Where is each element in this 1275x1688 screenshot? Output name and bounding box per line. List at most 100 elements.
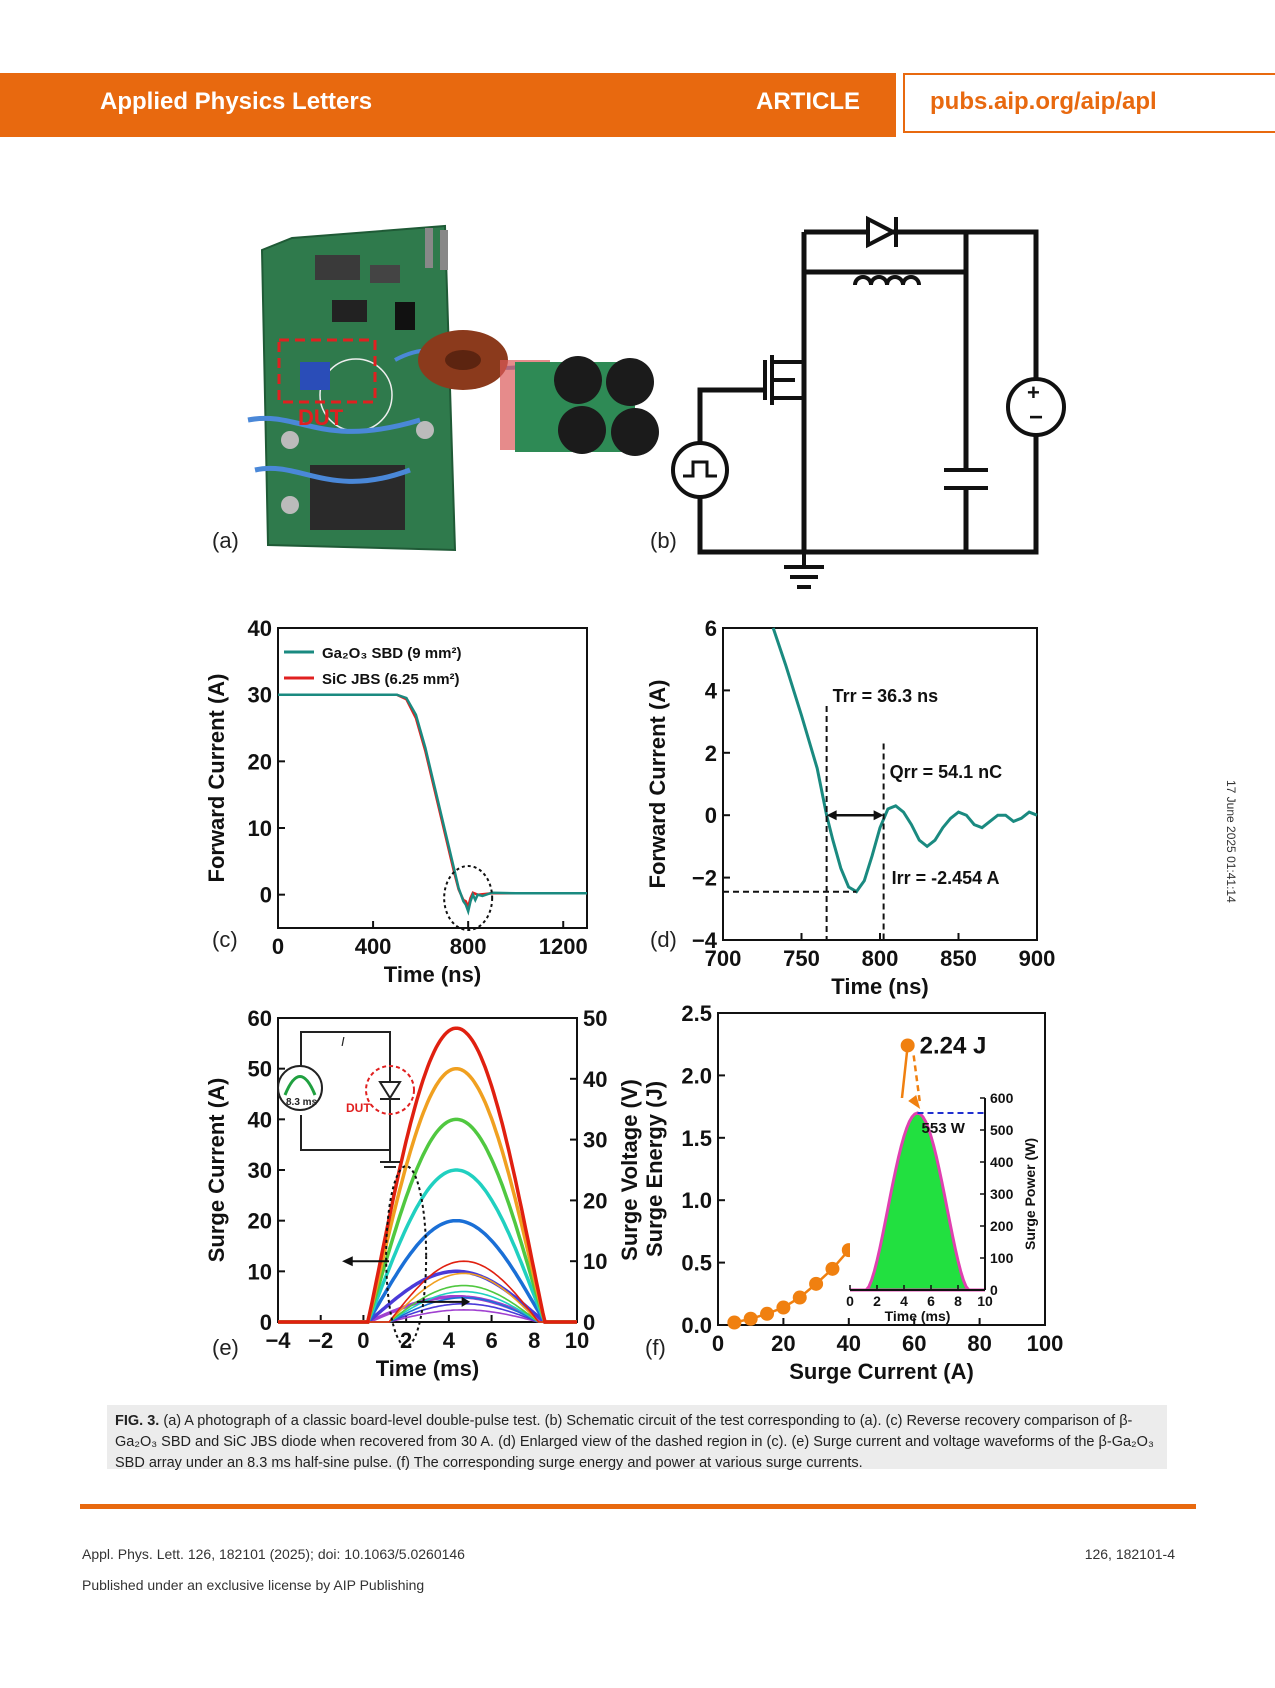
journal-link-box	[903, 73, 1275, 133]
inset-current-label: I	[341, 1034, 345, 1049]
y-axis-label: Surge Energy (J)	[642, 1081, 667, 1257]
panel-a-label: (a)	[212, 528, 239, 553]
energy-to-power-arrowhead	[908, 1095, 921, 1110]
series-line	[278, 693, 587, 916]
x-tick-label: 0	[712, 1331, 724, 1356]
x-tick-label: 800	[450, 934, 487, 959]
panel-d-label: (d)	[650, 927, 677, 952]
x-tick-label: 850	[940, 946, 977, 971]
footer-page: 126, 182101-4	[1084, 1546, 1175, 1562]
x-axis-label: Time (ms)	[376, 1356, 480, 1381]
panel-e-label: (e)	[212, 1335, 239, 1360]
inset-y-tick-label: 400	[990, 1154, 1014, 1170]
y-tick-label: 1.5	[681, 1126, 712, 1151]
x-tick-label: 60	[902, 1331, 926, 1356]
energy-annotation: 2.24 J	[920, 1032, 987, 1059]
gate-source-symbol	[671, 441, 729, 499]
current-group-marker	[385, 1165, 428, 1348]
inset-x-tick-label: 8	[954, 1293, 962, 1309]
x-axis-label: Time (ns)	[384, 962, 481, 987]
figure-3: DUT (a) + − (b)	[204, 215, 1066, 1384]
inset-x-tick-label: 6	[927, 1293, 935, 1309]
x-tick-label: −4	[265, 1328, 291, 1353]
y-right-tick-label: 0	[583, 1310, 595, 1335]
y-tick-label: 30	[248, 683, 272, 708]
inset-x-tick-label: 10	[977, 1293, 993, 1309]
y-tick-label: 20	[248, 1209, 272, 1234]
chart-d: 700 750 800 850 900 −4 −2 0 2 4 6 Time (ns) Forward …	[645, 616, 1055, 999]
energy-point	[809, 1276, 824, 1291]
plot-frame	[722, 627, 1038, 941]
y-axis-label: Forward Current (A)	[645, 680, 670, 889]
caption-text: (a) A photograph of a classic board-leve…	[115, 1413, 1154, 1471]
y-tick-label: 1.0	[681, 1188, 712, 1213]
x-tick-label: 700	[705, 946, 742, 971]
energy-point	[900, 1038, 915, 1053]
x-tick-label: 900	[1019, 946, 1056, 971]
energy-point	[743, 1311, 758, 1326]
article-type: ARTICLE	[756, 88, 860, 115]
plot-frame	[717, 1012, 1046, 1326]
x-tick-label: 0	[357, 1328, 369, 1353]
y-tick-label: 0	[705, 803, 717, 828]
footer-license: Published under an exclusive license by …	[82, 1577, 425, 1593]
x-tick-label: 100	[1027, 1331, 1064, 1356]
panel-b-label: (b)	[650, 528, 677, 553]
y-right-tick-label: 20	[583, 1188, 607, 1213]
ground-symbol	[784, 552, 824, 589]
y-tick-label: 0.5	[681, 1251, 712, 1276]
annotation-trr: Trr = 36.3 ns	[833, 686, 939, 706]
mosfet-symbol	[763, 355, 804, 405]
energy-point	[727, 1315, 742, 1330]
y-right-tick-label: 10	[583, 1249, 607, 1274]
y-tick-label: 60	[248, 1006, 272, 1031]
diode-symbol	[866, 215, 898, 249]
journal-title: Applied Physics Letters	[100, 88, 373, 115]
x-tick-label: 750	[783, 946, 820, 971]
series-line	[278, 693, 587, 911]
inset-x-tick-label: 4	[900, 1293, 908, 1309]
inset-y-tick-label: 500	[990, 1122, 1014, 1138]
right-arrowhead	[461, 1296, 471, 1307]
panel-c-label: (c)	[212, 927, 238, 952]
figure-caption: FIG. 3. (a) A photograph of a classic bo…	[107, 1405, 1167, 1471]
y-tick-label: 2.5	[681, 1001, 712, 1026]
inset-y-tick-label: 100	[990, 1250, 1014, 1266]
voltage-series-line	[278, 1260, 577, 1323]
inset-y-tick-label: 300	[990, 1186, 1014, 1202]
x-tick-label: −2	[308, 1328, 333, 1353]
x-tick-label: 2	[400, 1328, 412, 1353]
x-tick-label: 400	[355, 934, 392, 959]
energy-point	[825, 1261, 840, 1276]
x-tick-label: 10	[565, 1328, 589, 1353]
y-tick-label: 2	[705, 741, 717, 766]
inductor-symbol	[853, 275, 921, 286]
y-tick-label: −4	[692, 928, 718, 953]
board-photo: DUT	[247, 224, 659, 552]
inset-y-tick-label: 0	[990, 1282, 998, 1298]
plot-frame	[277, 627, 588, 929]
inset-x-tick-label: 2	[873, 1293, 881, 1309]
y-right-tick-label: 50	[583, 1006, 607, 1031]
y-right-tick-label: 30	[583, 1128, 607, 1153]
journal-link[interactable]: pubs.aip.org/aip/apl	[930, 88, 1157, 115]
svg-text:+: +	[1027, 380, 1040, 405]
journal-banner	[0, 73, 896, 137]
y-tick-label: −2	[692, 866, 717, 891]
inset-pulse-label: 8.3 ms	[286, 1097, 318, 1108]
dut-label: DUT	[298, 405, 344, 430]
energy-point	[760, 1306, 775, 1321]
capacitor-symbol	[944, 468, 988, 490]
svg-text:−: −	[1029, 404, 1043, 431]
x-tick-label: 40	[837, 1331, 861, 1356]
inset-y-tick-label: 200	[990, 1218, 1014, 1234]
annotation-irr: Irr = -2.454 A	[892, 868, 1000, 888]
chart-c: 0 400 800 1200 0 10 20 30 40 Time (ns) Forward Cur…	[204, 616, 588, 987]
series-line	[771, 627, 1038, 894]
peak-power-annotation: 553 W	[922, 1120, 966, 1137]
y-tick-label: 4	[705, 678, 718, 703]
y-tick-label: 6	[705, 616, 717, 641]
footer-rule	[80, 1504, 1196, 1509]
x-axis-label: Time (ns)	[831, 974, 928, 999]
